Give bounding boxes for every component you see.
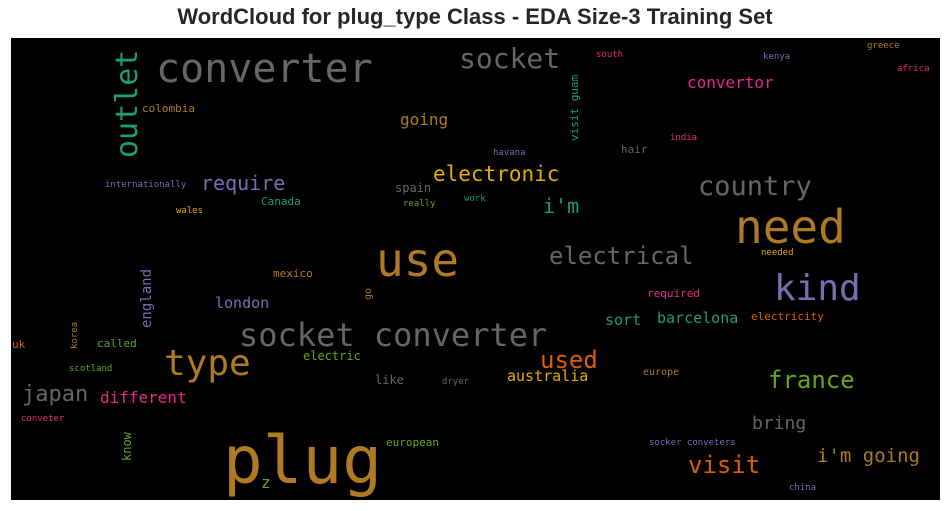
word-europe: europe	[643, 367, 679, 378]
word-india: india	[670, 133, 697, 143]
word-electrical: electrical	[549, 242, 694, 270]
word-z: z	[261, 473, 271, 492]
word-korea: korea	[70, 322, 80, 349]
word-plug: plug	[223, 422, 382, 499]
word-sort: sort	[605, 311, 641, 329]
word-really: really	[403, 199, 436, 209]
word-kenya: kenya	[763, 52, 790, 62]
word-going: going	[400, 110, 448, 129]
word-havana: havana	[493, 148, 526, 158]
word-require: require	[201, 171, 285, 195]
word-i-m-going: i'm going	[817, 445, 920, 467]
word-mexico: mexico	[273, 267, 313, 280]
word-converter: converter	[156, 46, 373, 92]
wordcloud-background	[11, 38, 940, 500]
word-canada: Canada	[261, 195, 301, 208]
word-japan: japan	[22, 382, 88, 407]
word-called: called	[97, 337, 137, 350]
word-visit: visit	[688, 451, 760, 479]
wordcloud-words: plug use need converter type kind socket conve…	[12, 41, 930, 499]
word-socker-conveters: socker conveters	[649, 438, 736, 448]
word-know: know	[120, 431, 134, 461]
word-socket: socket	[459, 42, 560, 75]
word-country: country	[698, 171, 812, 202]
word-bring: bring	[752, 413, 806, 434]
chart-title: WordCloud for plug_type Class - EDA Size…	[177, 4, 773, 29]
word-go: go	[363, 288, 374, 300]
word-kind: kind	[774, 268, 861, 309]
word-electronic: electronic	[433, 162, 559, 186]
word-conveter: conveter	[21, 414, 65, 424]
word-needed: needed	[761, 248, 794, 258]
word-africa: africa	[897, 64, 930, 74]
word-electric: electric	[303, 349, 361, 363]
word-spain: spain	[395, 181, 431, 195]
word-uk: uk	[12, 338, 26, 351]
word-use: use	[376, 233, 459, 287]
word-visit-guam: visit guam	[568, 74, 581, 141]
word-european: european	[386, 436, 439, 449]
word-used: used	[540, 346, 598, 374]
word-dryer: dryer	[442, 377, 470, 387]
word-south: south	[596, 50, 623, 60]
word-work: work	[464, 194, 486, 204]
wordcloud-canvas: plug use need converter type kind socket conve…	[11, 38, 940, 500]
word-greece: greece	[867, 41, 900, 51]
word-scotland: scotland	[69, 364, 112, 374]
word-colombia: colombia	[142, 102, 195, 115]
word-convertor: convertor	[687, 73, 774, 92]
word-different: different	[100, 388, 187, 407]
word-required: required	[647, 287, 700, 300]
word-barcelona: barcelona	[657, 309, 738, 327]
word-hair: hair	[621, 143, 648, 156]
word-france: france	[768, 366, 855, 394]
word-like: like	[375, 373, 404, 387]
word-outlet: outlet	[110, 50, 145, 158]
word-london: london	[215, 294, 269, 312]
word-electricity: electricity	[751, 310, 824, 323]
word-england: england	[139, 269, 155, 328]
word-need: need	[735, 200, 846, 254]
word-i-m: i'm	[543, 194, 579, 218]
word-type: type	[164, 343, 251, 384]
word-wales: wales	[176, 206, 203, 216]
word-china: china	[789, 483, 816, 493]
word-internationally: internationally	[105, 180, 187, 190]
word-australia: australia	[507, 367, 588, 385]
word-socket-converter: socket converter	[239, 316, 547, 354]
